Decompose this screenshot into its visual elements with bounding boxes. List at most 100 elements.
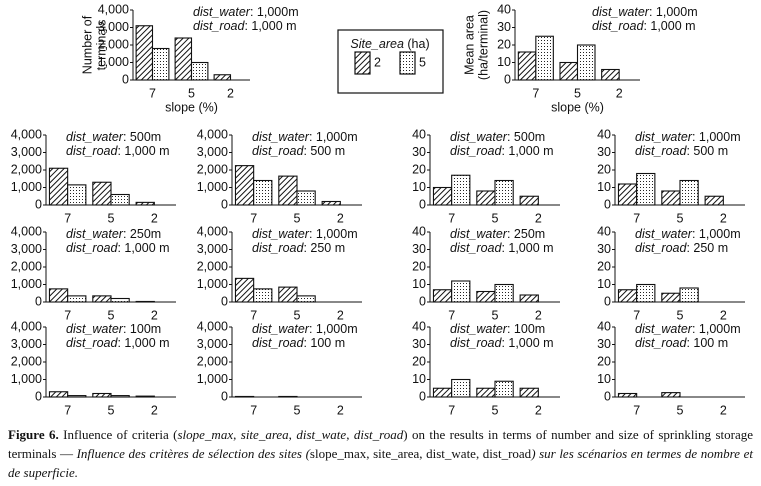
- y-tick-label: 4,000: [11, 224, 42, 238]
- bar: [661, 292, 681, 303]
- bar: [476, 290, 496, 303]
- x-tick-label: 5: [677, 308, 684, 322]
- annotation: dist_road: 1,000 m: [66, 336, 170, 350]
- y-tick-label: 3,000: [11, 337, 42, 351]
- x-axis-title: slope (%): [165, 100, 218, 114]
- caption-run: ,: [233, 427, 241, 442]
- annotation-variable: dist_road: [66, 336, 118, 350]
- annotation-value: : 1,000m: [692, 130, 741, 144]
- annotation-value: : 500m: [507, 130, 545, 144]
- bar: [48, 167, 69, 206]
- legend-swatch: [354, 51, 371, 75]
- x-tick-label: 2: [151, 403, 158, 417]
- y-tick-label: 0: [221, 197, 228, 211]
- bar: [451, 174, 471, 206]
- y-tick-label: 2,000: [98, 37, 129, 51]
- y-tick-label: 20: [497, 37, 511, 51]
- y-tick-label: 1,000: [11, 277, 42, 291]
- x-tick-label: 2: [227, 86, 234, 100]
- bar: [92, 181, 112, 206]
- annotation: dist_water: 1,000m: [592, 5, 698, 19]
- bar: [679, 179, 699, 206]
- y-tick-label: 40: [597, 224, 611, 238]
- bar: [617, 392, 638, 398]
- bar: [451, 280, 471, 303]
- y-tick-label: 1,000: [197, 180, 228, 194]
- annotation-value: : 250 m: [303, 241, 345, 255]
- y-tick-label: 10: [497, 55, 511, 69]
- annotation-variable: dist_road: [450, 144, 502, 158]
- bar: [519, 387, 539, 398]
- annotation-value: : 1,000m: [250, 5, 299, 19]
- caption-run: ,: [288, 427, 297, 442]
- annotation: dist_water: 1,000m: [252, 322, 358, 336]
- bar: [278, 175, 298, 206]
- y-tick-label: 10: [597, 180, 611, 194]
- y-tick-label: 10: [597, 372, 611, 386]
- annotation-value: : 100m: [123, 322, 161, 336]
- annotation-value: : 1,000 m: [244, 19, 296, 33]
- x-tick-label: 7: [448, 211, 455, 225]
- annotation: dist_road: 1,000 m: [66, 241, 170, 255]
- y-tick-label: 40: [412, 319, 426, 333]
- x-tick-label: 2: [337, 211, 344, 225]
- x-tick-label: 5: [108, 403, 115, 417]
- bar: [494, 179, 514, 206]
- y-tick-label: 0: [35, 389, 42, 403]
- x-tick-label: 2: [535, 211, 542, 225]
- y-tick-label: 3,000: [98, 20, 129, 34]
- annotation-variable: dist_road: [450, 241, 502, 255]
- annotation-variable: dist_water: [450, 322, 508, 336]
- annotation: dist_water: 1,000m: [193, 5, 299, 19]
- annotation: dist_water: 100m: [450, 322, 545, 336]
- annotation-value: : 1,000m: [692, 322, 741, 336]
- annotation-variable: dist_road: [450, 336, 502, 350]
- x-tick-label: 5: [294, 211, 301, 225]
- y-tick-label: 1,000: [11, 372, 42, 386]
- x-tick-label: 7: [250, 403, 257, 417]
- annotation-value: : 1,000m: [692, 227, 741, 241]
- x-tick-label: 5: [677, 403, 684, 417]
- x-tick-label: 7: [633, 403, 640, 417]
- y-tick-label: 30: [412, 242, 426, 256]
- y-tick-label: 0: [35, 197, 42, 211]
- bar: [519, 294, 539, 303]
- annotation-value: : 1,000m: [649, 5, 698, 19]
- annotation: dist_road: 100 m: [252, 336, 345, 350]
- annotation-value: : 100 m: [303, 336, 345, 350]
- legend-label: 2: [374, 55, 381, 69]
- annotation: dist_water: 1,000m: [252, 130, 358, 144]
- x-tick-label: 7: [250, 308, 257, 322]
- annotation-value: : 100m: [507, 322, 545, 336]
- y-tick-label: 30: [597, 242, 611, 256]
- y-tick-label: 0: [604, 389, 611, 403]
- annotation-variable: dist_road: [66, 144, 118, 158]
- bar: [67, 184, 87, 206]
- bar: [617, 289, 638, 303]
- annotation-value: : 250m: [123, 227, 161, 241]
- bar: [661, 392, 681, 398]
- y-tick-label: 10: [412, 277, 426, 291]
- bar: [432, 186, 453, 206]
- bar: [679, 287, 699, 303]
- x-axis-title: slope (%): [551, 100, 604, 114]
- annotation-variable: dist_water: [635, 130, 693, 144]
- annotation-variable: dist_road: [635, 336, 687, 350]
- y-tick-label: 2,000: [197, 259, 228, 273]
- annotation-variable: dist_water: [252, 227, 310, 241]
- annotation-value: : 1,000 m: [117, 336, 169, 350]
- caption-run: slope_max, site_area, dist_wate, dist_ro…: [309, 446, 532, 461]
- y-tick-label: 20: [412, 259, 426, 273]
- bar: [110, 297, 130, 303]
- legend-label: 5: [419, 55, 426, 69]
- y-tick-label: 2,000: [11, 162, 42, 176]
- y-tick-label: 1,000: [197, 277, 228, 291]
- y-tick-label: 20: [412, 162, 426, 176]
- annotation-variable: dist_water: [193, 5, 251, 19]
- x-tick-label: 5: [294, 403, 301, 417]
- caption-run: site_area: [240, 427, 289, 442]
- annotation: dist_water: 1,000m: [635, 227, 741, 241]
- y-axis-title: Number of: [80, 15, 94, 74]
- annotation: dist_road: 1,000 m: [450, 241, 554, 255]
